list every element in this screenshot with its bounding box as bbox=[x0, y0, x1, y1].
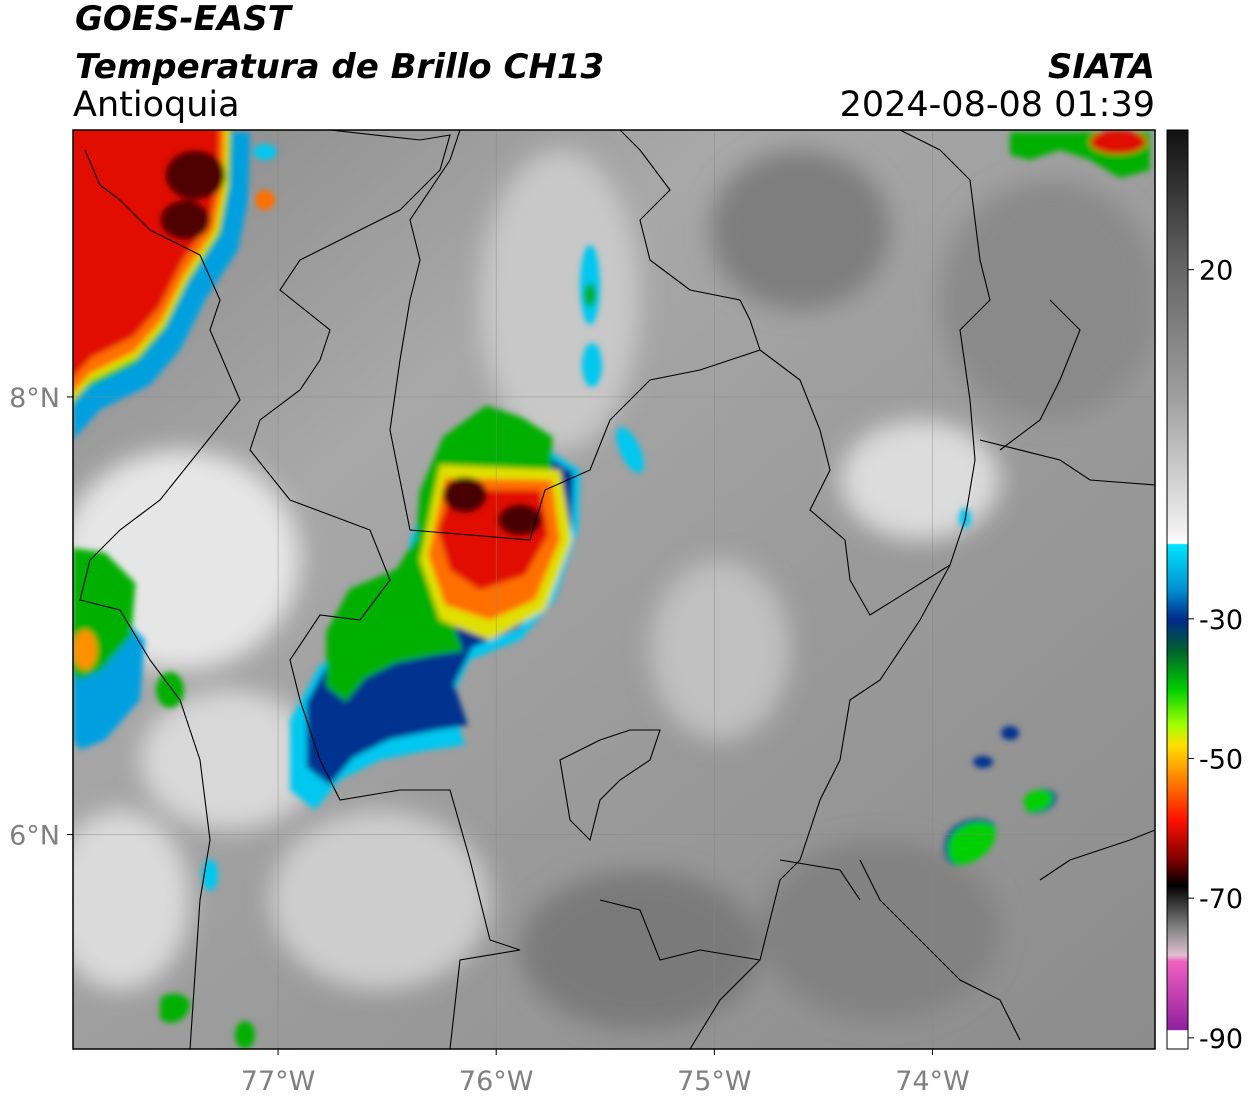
map-imagery bbox=[73, 130, 1155, 1049]
lat-tick-label: 6°N bbox=[9, 821, 60, 852]
borders bbox=[79, 130, 1155, 1049]
colorbar-tick-label: -70 bbox=[1199, 884, 1243, 915]
lat-tick-label: 8°N bbox=[9, 383, 60, 414]
colorbar-tick-label: -90 bbox=[1199, 1024, 1243, 1055]
region: Antioquia bbox=[73, 85, 240, 125]
colorbar-ticks: 20 -30 -50 -70 -90 bbox=[1188, 256, 1243, 1055]
cloud-texture bbox=[73, 150, 1155, 1030]
lon-tick-label: 74°W bbox=[895, 1066, 970, 1097]
colorbar-tick-label: -30 bbox=[1199, 605, 1243, 636]
colorbar-tick-label: 20 bbox=[1199, 256, 1233, 287]
graticule bbox=[73, 130, 1155, 1049]
source: SIATA bbox=[1048, 47, 1155, 87]
lon-tick-label: 76°W bbox=[459, 1066, 534, 1097]
map-frame bbox=[72, 129, 1156, 1050]
timestamp: 2024-08-08 01:39 bbox=[840, 85, 1155, 125]
lon-tick-label: 75°W bbox=[677, 1066, 752, 1097]
title: GOES-EAST bbox=[75, 0, 294, 39]
subtitle: Temperatura de Brillo CH13 bbox=[75, 47, 604, 87]
colorbar bbox=[1166, 129, 1189, 1050]
colorbar-tick-label: -50 bbox=[1199, 744, 1243, 775]
lon-tick-label: 77°W bbox=[241, 1066, 316, 1097]
